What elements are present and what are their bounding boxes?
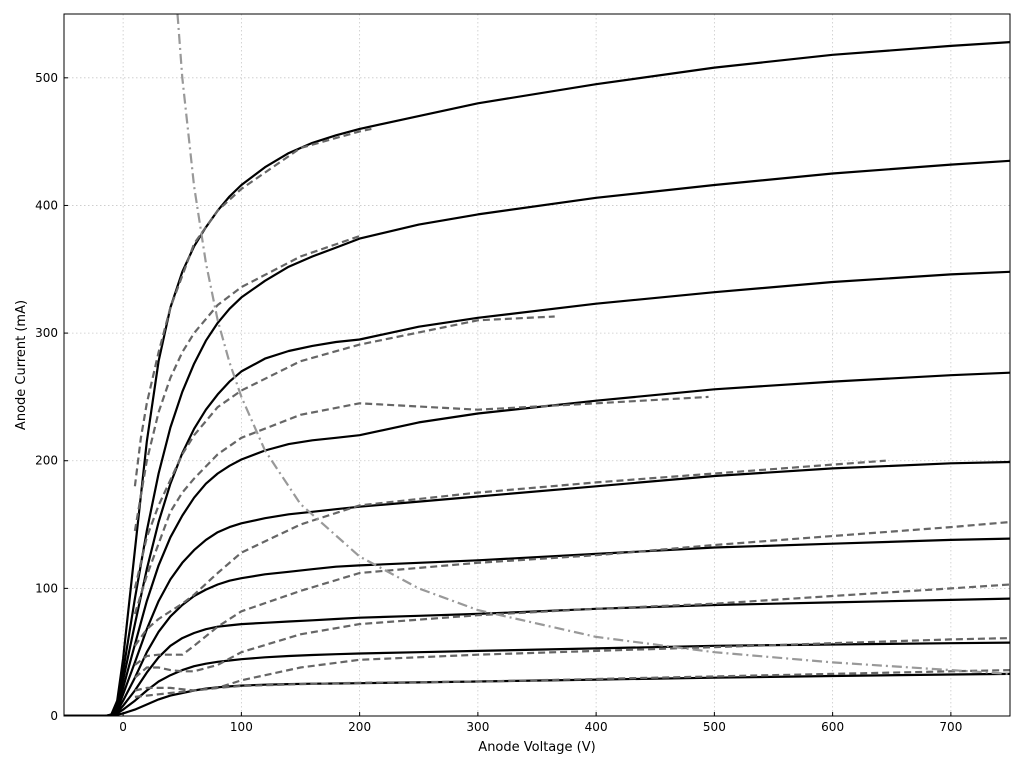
measured-curve-17 [133, 127, 372, 487]
x-tick-label: 300 [466, 720, 489, 734]
measured-curve-9 [134, 669, 1010, 698]
x-tick-label: 200 [348, 720, 371, 734]
plot-frame [63, 13, 1011, 717]
measured-curve-14 [133, 395, 709, 615]
y-tick-label: 500 [35, 71, 58, 85]
x-axis-label: Anode Voltage (V) [478, 740, 595, 755]
x-tick-label: 700 [939, 720, 962, 734]
measured-curve-15 [133, 315, 555, 589]
measured-curve-13 [134, 459, 886, 647]
measured-curve-10 [134, 637, 1010, 692]
model-curve-7 [64, 159, 1010, 716]
y-axis-label: Anode Current (mA) [14, 300, 29, 430]
measured-curve-11 [134, 583, 1010, 679]
y-tick-label: 200 [35, 454, 58, 468]
x-tick-label: 100 [230, 720, 253, 734]
y-tick-label: 300 [35, 326, 58, 340]
model-curve-8 [64, 41, 1010, 716]
x-tick-label: 600 [821, 720, 844, 734]
dissipation-curve-18 [176, 14, 1010, 675]
x-tick-label: 500 [703, 720, 726, 734]
y-tick-label: 400 [35, 198, 58, 212]
x-tick-label: 400 [585, 720, 608, 734]
x-tick-label: 0 [119, 720, 127, 734]
y-tick-label: 100 [35, 581, 58, 595]
measured-curve-12 [134, 520, 1010, 666]
model-curve-3 [64, 537, 1010, 716]
series-group [64, 14, 1010, 716]
y-tick-label: 0 [50, 709, 58, 723]
model-curve-2 [64, 597, 1010, 716]
model-curve-5 [64, 371, 1010, 716]
ticks: 0 100 200 300 400 500 600 700 0 100 200 300 400 500 [35, 71, 962, 734]
